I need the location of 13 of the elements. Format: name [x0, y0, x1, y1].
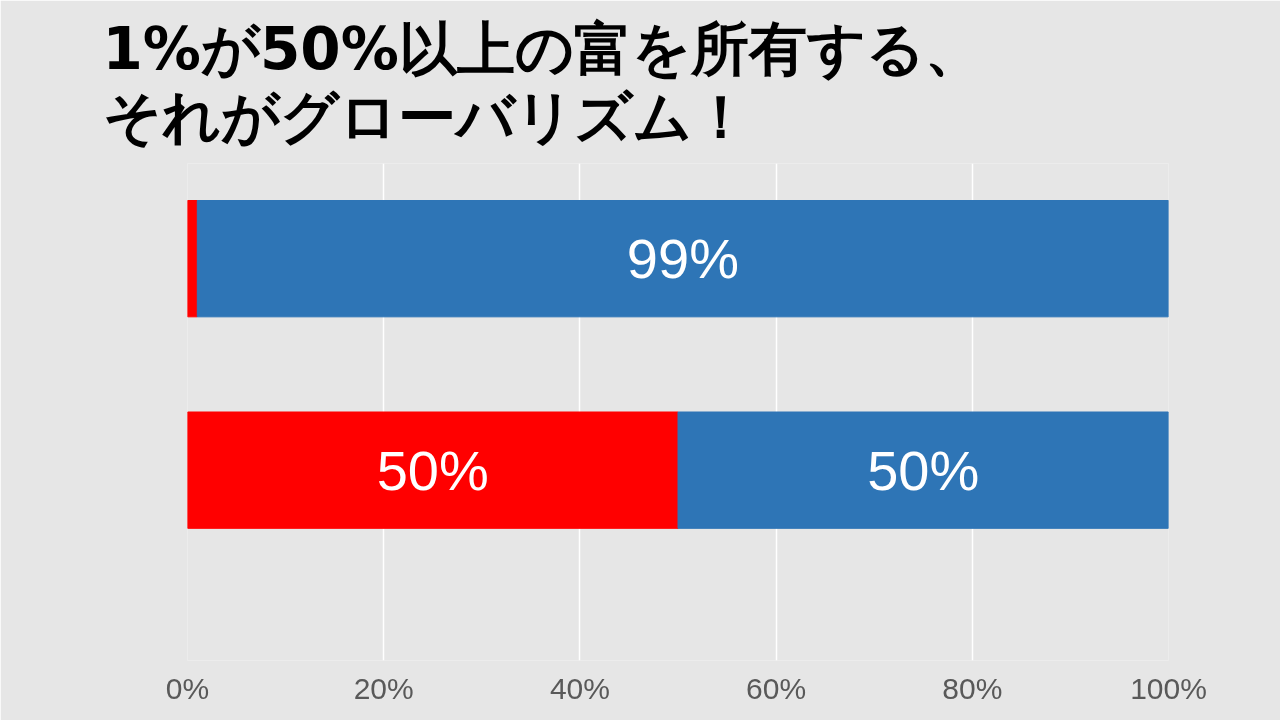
x-tick-label: 60% [746, 671, 807, 705]
data-label: 50% [376, 438, 489, 502]
x-tick-label: 20% [353, 671, 414, 705]
bar [187, 411, 679, 529]
bar [677, 411, 1169, 529]
x-tick-label: 0% [165, 671, 210, 705]
x-tick-label: 40% [549, 671, 610, 705]
bar [196, 200, 1169, 318]
x-tick-label: 80% [942, 671, 1003, 705]
chart-title: 1%が50%以上の富を所有する、それがグローバリズム！ [102, 15, 983, 151]
data-label: 99% [626, 227, 739, 291]
data-label: 50% [867, 438, 980, 502]
x-tick-label: 100% [1130, 671, 1207, 705]
